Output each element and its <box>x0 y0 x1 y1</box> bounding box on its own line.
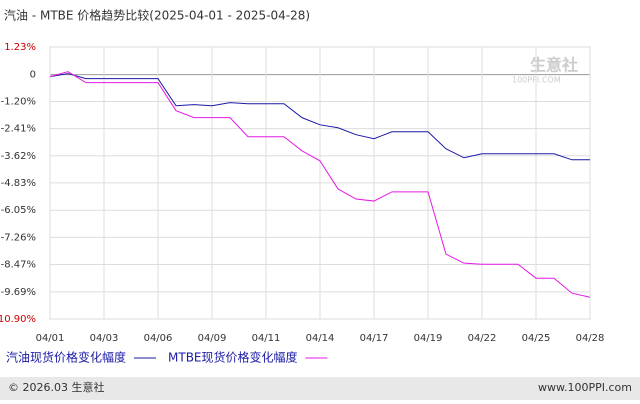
x-tick-label: 04/06 <box>144 333 173 344</box>
chart-title: 汽油 - MTBE 价格趋势比较(2025-04-01 - 2025-04-28… <box>4 8 310 23</box>
footer-left: © 2026.03 生意社 <box>8 380 104 394</box>
y-tick-label: -3.62% <box>1 151 36 162</box>
y-tick-label: 0 <box>30 70 36 81</box>
x-tick-label: 04/17 <box>360 333 389 344</box>
legend-label: 汽油现货价格变化幅度 <box>6 350 126 365</box>
footer-bar <box>0 377 640 400</box>
x-tick-label: 04/19 <box>414 333 443 344</box>
x-tick-label: 04/22 <box>468 333 497 344</box>
y-tick-label: -1.20% <box>1 96 36 107</box>
y-tick-label: -10.90% <box>0 314 36 325</box>
footer-right: www.100PPI.com <box>538 381 632 394</box>
series-line <box>49 71 591 298</box>
y-tick-label: -8.47% <box>1 260 36 271</box>
y-tick-label: -7.26% <box>1 232 36 243</box>
x-tick-label: 04/28 <box>576 333 605 344</box>
x-tick-label: 04/11 <box>252 333 281 344</box>
legend-label: MTBE现货价格变化幅度 <box>168 350 298 365</box>
x-tick-label: 04/01 <box>36 333 65 344</box>
y-tick-label: -2.41% <box>1 124 36 135</box>
y-tick-label: 1.23% <box>4 42 36 53</box>
x-tick-label: 04/03 <box>90 333 119 344</box>
watermark: 生意社 <box>530 56 578 75</box>
y-tick-label: -9.69% <box>1 287 36 298</box>
y-tick-label: -4.83% <box>1 178 36 189</box>
x-tick-label: 04/09 <box>198 333 227 344</box>
x-tick-label: 04/25 <box>522 333 551 344</box>
series-line <box>49 73 590 161</box>
y-tick-label: -6.05% <box>1 205 36 216</box>
x-tick-label: 04/14 <box>306 333 335 344</box>
